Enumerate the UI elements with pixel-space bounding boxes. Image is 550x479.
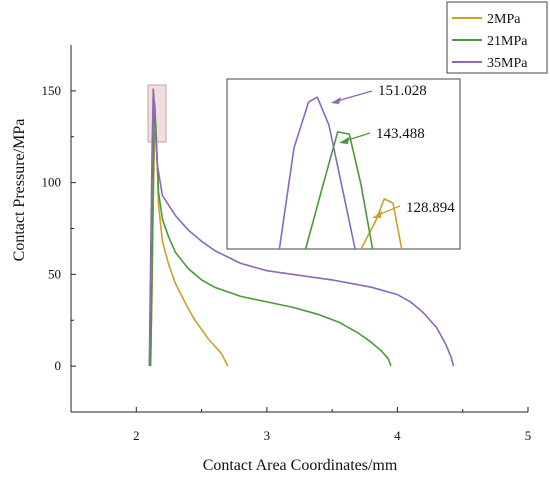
legend-label-21mpa: 21MPa [487, 34, 528, 49]
main-series-group [148, 88, 455, 367]
series-line-35mpa [148, 88, 455, 367]
y-tick-label: 100 [42, 175, 62, 190]
x-ticks: 2 3 4 5 [70, 407, 532, 443]
x-tick-label: 4 [394, 428, 401, 443]
annotation-label-2mpa: 128.894 [406, 200, 455, 216]
legend: 2MPa 21MPa 35MPa [446, 1, 548, 74]
annotation-arrow-2mpa [372, 205, 401, 218]
x-tick-label: 3 [264, 428, 271, 443]
annotation-arrow-21mpa [339, 132, 371, 144]
y-tick-label: 150 [42, 83, 62, 98]
inset-series-group [278, 96, 403, 250]
annotation-label-21mpa: 143.488 [376, 126, 425, 142]
y-ticks: 0 50 100 150 [42, 83, 76, 373]
y-tick-label: 0 [55, 358, 62, 373]
y-axis-title: Contact Pressure/MPa [11, 119, 28, 262]
inset-series-line-35mpa [278, 96, 356, 250]
annotation-label-35mpa: 151.028 [378, 83, 427, 99]
annotation-arrow-35mpa [331, 90, 373, 104]
x-tick-label: 5 [525, 428, 532, 443]
x-axis-title: Contact Area Coordinates/mm [203, 457, 398, 474]
legend-label-35mpa: 35MPa [487, 56, 528, 71]
inset-series-line-21mpa [304, 131, 374, 250]
series-line-2mpa [149, 128, 229, 367]
peak-highlight-box [147, 84, 167, 143]
x-tick-label: 2 [133, 428, 140, 443]
inset-panel: 151.028 143.488 128.894 [226, 78, 461, 250]
inset-series-line-2mpa [360, 198, 403, 250]
legend-label-2mpa: 2MPa [487, 12, 521, 27]
y-tick-label: 50 [48, 266, 61, 281]
inset-frame [226, 78, 461, 250]
